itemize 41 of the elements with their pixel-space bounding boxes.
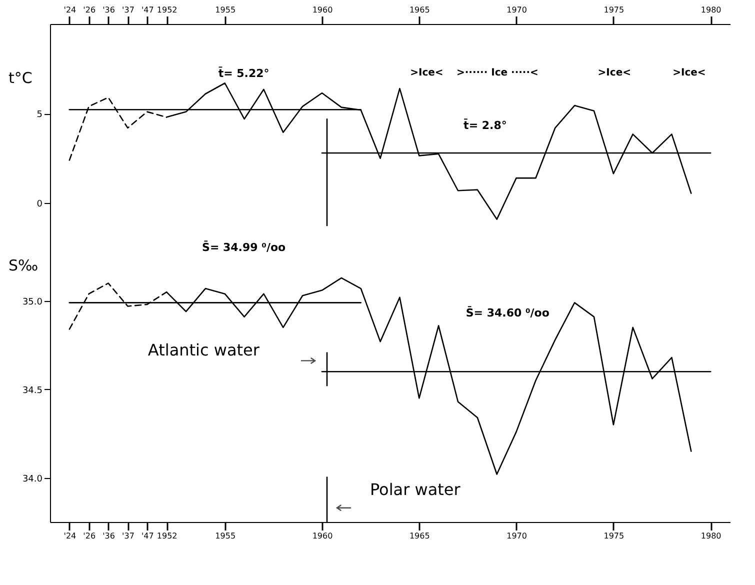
x-tick-label: '47 — [141, 6, 154, 14]
x-tick-label: 1952 — [156, 532, 178, 540]
annotation: >Ice< — [672, 67, 706, 78]
annotation: >Ice< — [598, 67, 631, 78]
y-axis-title: S‰ — [8, 256, 38, 274]
x-tick-label: 1960 — [312, 6, 333, 14]
x-tick-label: '26 — [83, 6, 96, 14]
x-tick-label: '36 — [102, 6, 115, 14]
y-tick-label: 35.0 — [22, 297, 43, 308]
x-tick-label: '37 — [122, 532, 134, 540]
x-tick-label: '24 — [64, 6, 76, 14]
x-tick-label: 1960 — [312, 532, 333, 540]
annotation: Atlantic water — [148, 340, 260, 360]
annotation: S̄= 34.60 ⁰/oo — [466, 305, 550, 320]
x-tick-label: 1965 — [409, 532, 430, 540]
x-tick-label: 1955 — [215, 6, 236, 14]
x-tick-label: 1970 — [506, 6, 527, 14]
annotation: >Ice< — [410, 67, 444, 78]
annotation: t̄= 5.22° — [218, 66, 270, 80]
x-tick-label: 1975 — [604, 532, 624, 540]
x-tick-label: '36 — [102, 532, 115, 540]
y-tick-label: 5 — [36, 110, 42, 120]
annotation: S̄= 34.99 ⁰/oo — [202, 240, 286, 254]
y-tick-label: 34.5 — [22, 386, 42, 396]
x-tick-label: '37 — [122, 6, 134, 14]
x-tick-label: '24 — [64, 532, 76, 540]
x-tick-label: 1975 — [604, 6, 624, 14]
x-tick-label: 1970 — [506, 532, 527, 540]
annotation: t̄= 2.8° — [463, 118, 507, 132]
y-tick-label: 0 — [36, 200, 43, 210]
x-tick-label: 1955 — [215, 532, 236, 540]
y-tick-label: 34.0 — [22, 474, 43, 484]
x-tick-label: '47 — [141, 532, 154, 540]
x-tick-label: 1965 — [409, 6, 430, 14]
annotation: Polar water — [370, 480, 461, 500]
x-tick-label: 1980 — [700, 532, 722, 540]
x-tick-label: '26 — [83, 532, 96, 540]
x-tick-label: 1980 — [700, 6, 722, 14]
y-axis-title: t°C — [8, 69, 32, 88]
x-tick-label: 1952 — [156, 6, 178, 14]
annotation: >······ Ice ·····< — [456, 67, 538, 78]
